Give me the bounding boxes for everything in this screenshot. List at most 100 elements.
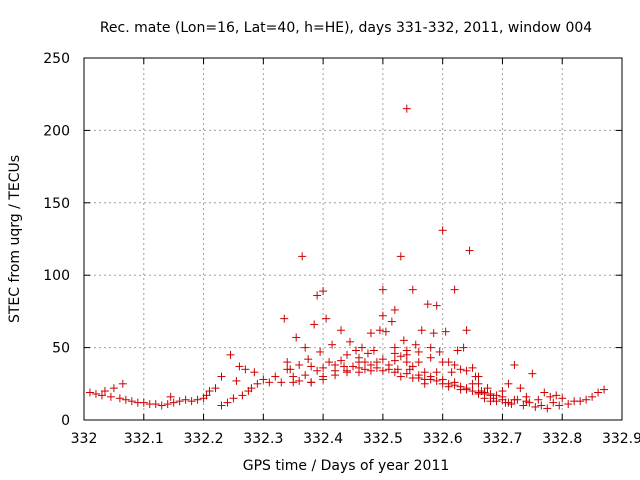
- data-point: [420, 379, 429, 388]
- data-point: [328, 340, 337, 349]
- data-point: [357, 343, 366, 352]
- data-point: [468, 363, 477, 372]
- data-point: [465, 246, 474, 255]
- data-point: [223, 398, 232, 407]
- data-point: [528, 369, 537, 378]
- data-point: [396, 372, 405, 381]
- x-tick-label: 332.1: [124, 431, 164, 447]
- data-point: [211, 384, 220, 393]
- x-tick-label: 332.6: [423, 431, 463, 447]
- data-point: [438, 226, 447, 235]
- y-tick-label: 50: [52, 341, 70, 357]
- data-point: [115, 394, 124, 403]
- data-point: [396, 252, 405, 261]
- data-point: [423, 300, 432, 309]
- data-point: [399, 336, 408, 345]
- data-point: [504, 398, 513, 407]
- data-point: [516, 384, 525, 393]
- data-point: [226, 350, 235, 359]
- data-point: [283, 365, 292, 374]
- data-point: [402, 358, 411, 367]
- data-point: [555, 401, 564, 410]
- x-tick-label: 332: [71, 431, 98, 447]
- data-point: [193, 395, 202, 404]
- data-point: [438, 358, 447, 367]
- data-point: [486, 389, 495, 398]
- y-tick-label: 150: [43, 196, 70, 212]
- data-point: [271, 372, 280, 381]
- data-point: [217, 401, 226, 410]
- data-point: [474, 388, 483, 397]
- data-point: [310, 320, 319, 329]
- y-axis-title: STEC from uqrg / TECUs: [7, 155, 23, 323]
- y-tick-label: 100: [43, 268, 70, 284]
- data-point: [301, 343, 310, 352]
- data-point: [462, 366, 471, 375]
- data-point: [307, 362, 316, 371]
- y-tick-label: 250: [43, 51, 70, 67]
- data-point: [459, 343, 468, 352]
- data-point: [121, 395, 130, 404]
- data-point: [498, 392, 507, 401]
- data-point: [522, 397, 531, 406]
- data-point: [187, 397, 196, 406]
- data-point: [402, 369, 411, 378]
- data-point: [100, 387, 109, 396]
- data-point: [354, 353, 363, 362]
- data-point: [331, 371, 340, 380]
- data-point: [450, 360, 459, 369]
- data-point: [372, 358, 381, 367]
- data-point: [378, 355, 387, 364]
- data-point: [378, 285, 387, 294]
- data-point: [229, 394, 238, 403]
- data-point: [106, 392, 115, 401]
- data-point: [169, 398, 178, 407]
- data-point: [483, 384, 492, 393]
- data-point: [304, 355, 313, 364]
- data-point: [319, 375, 328, 384]
- x-tick-labels: 332 332.1 332.2 332.3 332.4 332.5 332.6 332.7 33…: [71, 431, 640, 447]
- data-point: [280, 314, 289, 323]
- data-point: [319, 363, 328, 372]
- data-point: [241, 365, 250, 374]
- data-point: [354, 363, 363, 372]
- data-point: [426, 353, 435, 362]
- x-tick-label: 332.5: [363, 431, 403, 447]
- data-point: [552, 391, 561, 400]
- data-point: [450, 381, 459, 390]
- x-tick-label: 332.9: [602, 431, 640, 447]
- data-point: [325, 358, 334, 367]
- data-point: [337, 356, 346, 365]
- data-point: [118, 379, 127, 388]
- data-point: [510, 395, 519, 404]
- data-point: [337, 326, 346, 335]
- data-point: [316, 347, 325, 356]
- data-point: [546, 392, 555, 401]
- data-point: [351, 346, 360, 355]
- data-point: [387, 317, 396, 326]
- data-point: [537, 401, 546, 410]
- grid-lines: [84, 58, 622, 420]
- x-tick-label: 332.7: [482, 431, 522, 447]
- chart-title: Rec. mate (Lon=16, Lat=40, h=HE), days 3…: [100, 20, 592, 36]
- data-point: [456, 365, 465, 374]
- data-point: [411, 340, 420, 349]
- data-point: [414, 374, 423, 383]
- data-point: [444, 382, 453, 391]
- data-point: [295, 376, 304, 385]
- data-point: [468, 379, 477, 388]
- data-point: [91, 389, 100, 398]
- data-point: [450, 285, 459, 294]
- data-point: [346, 337, 355, 346]
- data-point: [247, 384, 256, 393]
- data-point: [298, 252, 307, 261]
- data-point: [504, 379, 513, 388]
- data-point: [175, 397, 184, 406]
- data-point: [366, 360, 375, 369]
- x-tick-label: 332.3: [243, 431, 283, 447]
- data-point: [301, 371, 310, 380]
- data-point: [360, 358, 369, 367]
- data-point: [549, 398, 558, 407]
- data-point: [343, 350, 352, 359]
- data-point: [534, 395, 543, 404]
